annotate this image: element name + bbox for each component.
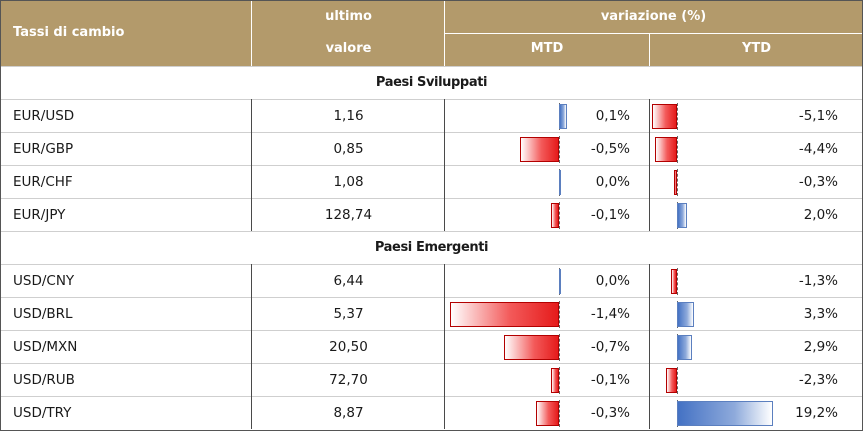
header-divider-3 [649, 33, 650, 66]
pair-label: USD/TRY [13, 405, 72, 421]
ytd-value: -5,1% [798, 108, 838, 124]
ytd-bar [651, 104, 677, 129]
table-row: EUR/GBP 0,85 -0,5% -4,4% [0, 132, 863, 165]
table-header: Tassi di cambio ultimo valore variazione… [0, 0, 863, 66]
pair-label: USD/RUB [13, 372, 75, 388]
ytd-axis [677, 367, 678, 394]
ytd-axis [677, 136, 678, 163]
table-row: EUR/JPY 128,74 -0,1% 2,0% [0, 198, 863, 231]
pair-label: EUR/GBP [13, 141, 74, 157]
mtd-bar [520, 137, 559, 162]
mtd-bar [504, 335, 559, 360]
table-row: EUR/USD 1,16 0,1% -5,1% [0, 99, 863, 132]
section-developed: Paesi Sviluppati [0, 66, 863, 98]
mtd-bar [559, 170, 561, 195]
ytd-bar [677, 302, 694, 327]
table-row: USD/TRY 8,87 -0,3% 19,2% [0, 396, 863, 429]
mtd-axis [559, 367, 560, 394]
ytd-bar [677, 203, 687, 228]
last-value: 1,16 [333, 108, 364, 124]
header-variation: variazione (%) [600, 9, 707, 24]
mtd-axis [559, 301, 560, 328]
table-row: EUR/CHF 1,08 0,0% -0,3% [0, 165, 863, 198]
mtd-axis [559, 202, 560, 229]
last-value: 1,08 [333, 174, 364, 190]
ytd-bar [677, 335, 692, 360]
ytd-value: -0,3% [798, 174, 838, 190]
header-pair: Tassi di cambio [13, 25, 125, 40]
mtd-value: 0,0% [595, 174, 630, 190]
mtd-value: -0,5% [590, 141, 630, 157]
ytd-value: -4,4% [798, 141, 838, 157]
mtd-bar [449, 302, 559, 327]
last-value: 128,74 [324, 207, 373, 223]
mtd-value: 0,1% [595, 108, 630, 124]
col-divider-6 [649, 264, 650, 429]
table-row: USD/MXN 20,50 -0,7% 2,9% [0, 330, 863, 363]
pair-label: USD/CNY [13, 273, 75, 289]
ytd-bar [655, 137, 677, 162]
pair-label: USD/MXN [13, 339, 78, 355]
last-value: 8,87 [333, 405, 364, 421]
mtd-axis [559, 334, 560, 361]
col-divider-2 [444, 99, 445, 231]
pair-label: EUR/JPY [13, 207, 66, 223]
mtd-axis [559, 136, 560, 163]
ytd-value: 2,9% [803, 339, 838, 355]
ytd-value: -2,3% [798, 372, 838, 388]
mtd-bar [551, 368, 559, 393]
ytd-bar [665, 368, 677, 393]
ytd-value: 19,2% [795, 405, 838, 421]
mtd-value: 0,0% [595, 273, 630, 289]
last-value: 5,37 [333, 306, 364, 322]
ytd-value: 2,0% [803, 207, 838, 223]
pair-label: EUR/CHF [13, 174, 73, 190]
col-divider-4 [251, 264, 252, 429]
mtd-value: -0,1% [590, 372, 630, 388]
col-divider-1 [251, 99, 252, 231]
header-last-top: ultimo [325, 9, 372, 24]
table-row: USD/RUB 72,70 -0,1% -2,3% [0, 363, 863, 396]
header-last-bottom: valore [325, 41, 372, 56]
ytd-value: 3,3% [803, 306, 838, 322]
ytd-axis [677, 103, 678, 130]
mtd-value: -1,4% [590, 306, 630, 322]
last-value: 0,85 [333, 141, 364, 157]
last-value: 6,44 [333, 273, 364, 289]
mtd-value: -0,7% [590, 339, 630, 355]
section-emerging: Paesi Emergenti [0, 231, 863, 263]
header-mtd: MTD [530, 41, 564, 56]
mtd-bar [559, 269, 561, 294]
table-row: USD/CNY 6,44 0,0% -1,3% [0, 264, 863, 297]
mtd-value: -0,3% [590, 405, 630, 421]
ytd-bar [670, 269, 677, 294]
last-value: 20,50 [329, 339, 368, 355]
ytd-bar [677, 401, 773, 426]
header-divider-h [444, 33, 863, 34]
mtd-value: -0,1% [590, 207, 630, 223]
pair-label: USD/BRL [13, 306, 73, 322]
pair-label: EUR/USD [13, 108, 75, 124]
ytd-axis [677, 268, 678, 295]
col-divider-5 [444, 264, 445, 429]
ytd-bar [674, 170, 677, 195]
mtd-bar [535, 401, 559, 426]
mtd-bar [551, 203, 559, 228]
table-row: USD/BRL 5,37 -1,4% 3,3% [0, 297, 863, 330]
ytd-axis [677, 169, 678, 196]
header-ytd: YTD [741, 41, 772, 56]
mtd-bar [559, 104, 567, 129]
mtd-axis [559, 400, 560, 427]
col-divider-3 [649, 99, 650, 231]
header-divider-1 [251, 0, 252, 66]
last-value: 72,70 [329, 372, 368, 388]
ytd-value: -1,3% [798, 273, 838, 289]
